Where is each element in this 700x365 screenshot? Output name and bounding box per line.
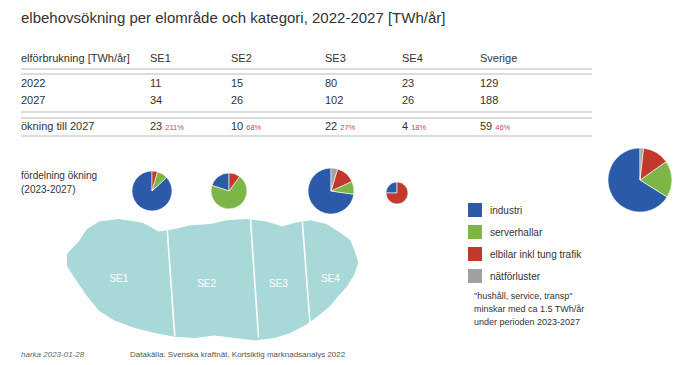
svg-text:industri: industri xyxy=(490,205,522,216)
svg-text:26: 26 xyxy=(402,94,414,106)
svg-text:SE3: SE3 xyxy=(325,52,346,64)
svg-text:15: 15 xyxy=(231,77,243,89)
svg-text:ökning till 2027: ökning till 2027 xyxy=(21,120,94,132)
svg-text:80: 80 xyxy=(325,77,337,89)
svg-text:SE1: SE1 xyxy=(109,273,128,284)
svg-text:188: 188 xyxy=(480,94,498,106)
svg-text:23211%: 23211% xyxy=(150,120,184,132)
svg-text:elbilar inkl tung trafik: elbilar inkl tung trafik xyxy=(490,249,582,260)
svg-text:2227%: 2227% xyxy=(325,120,356,132)
svg-text:harka 2023-01-28: harka 2023-01-28 xyxy=(21,350,85,359)
svg-text:418%: 418% xyxy=(402,120,426,132)
svg-text:SE4: SE4 xyxy=(321,273,340,284)
svg-text:elförbrukning [TWh/år]: elförbrukning [TWh/år] xyxy=(21,52,130,64)
svg-text:102: 102 xyxy=(325,94,343,106)
svg-text:"hushåll, service, transp"mins: "hushåll, service, transp"minskar med ca… xyxy=(474,291,584,327)
svg-text:34: 34 xyxy=(150,94,162,106)
svg-text:serverhallar: serverhallar xyxy=(490,227,543,238)
svg-text:SE2: SE2 xyxy=(231,52,252,64)
svg-text:2027: 2027 xyxy=(21,94,45,106)
svg-text:1068%: 1068% xyxy=(231,120,262,132)
svg-text:SE2: SE2 xyxy=(197,278,216,289)
svg-text:SE4: SE4 xyxy=(402,52,423,64)
svg-text:129: 129 xyxy=(480,77,498,89)
svg-text:11: 11 xyxy=(150,77,161,89)
svg-text:SE1: SE1 xyxy=(150,52,171,64)
svg-text:SE3: SE3 xyxy=(269,278,288,289)
svg-text:elbehovsökning per elområde oc: elbehovsökning per elområde och kategori… xyxy=(21,9,445,26)
svg-text:Datakälla: Svenska kraftnät, K: Datakälla: Svenska kraftnät, Kortsiktig … xyxy=(130,350,346,359)
svg-text:fördelning ökning(2023-2027): fördelning ökning(2023-2027) xyxy=(21,170,97,195)
svg-text:nätförluster: nätförluster xyxy=(490,271,541,282)
svg-text:5946%: 5946% xyxy=(480,120,511,132)
svg-text:26: 26 xyxy=(231,94,243,106)
svg-text:2022: 2022 xyxy=(21,77,45,89)
svg-text:Sverige: Sverige xyxy=(480,52,517,64)
svg-text:23: 23 xyxy=(402,77,414,89)
